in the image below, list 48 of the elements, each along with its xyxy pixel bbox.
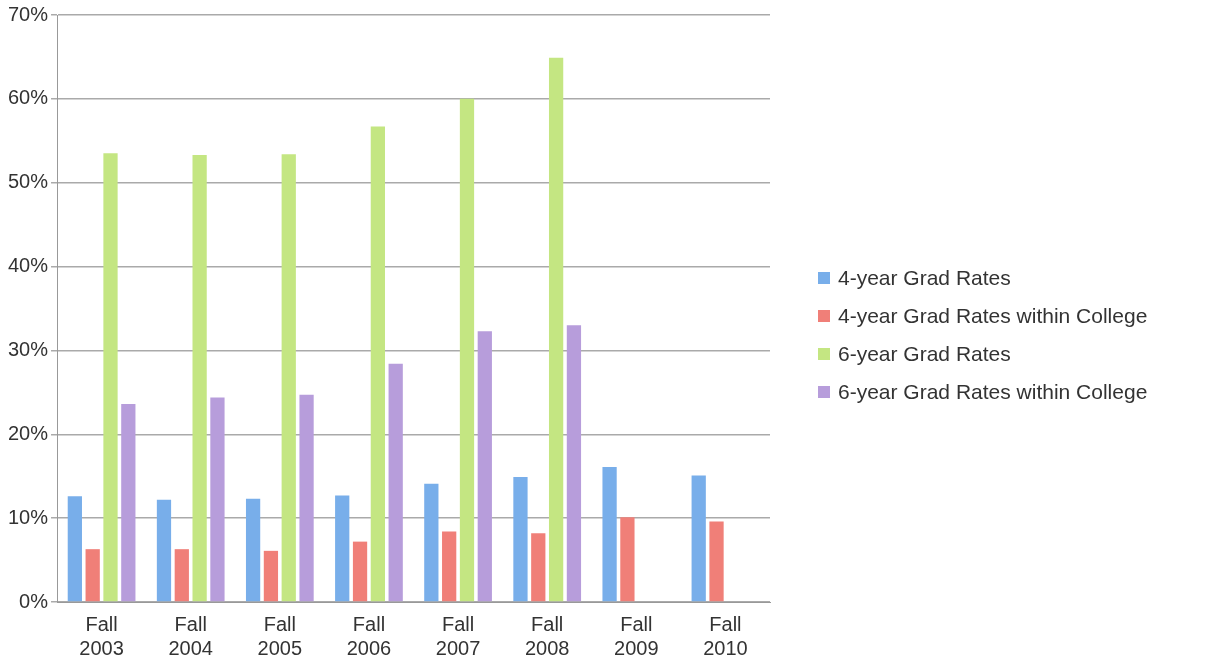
legend-label: 6-year Grad Rates within College (838, 379, 1148, 404)
x-tick-label: Fall 2008 (524, 612, 570, 659)
bar (459, 98, 475, 602)
bar (442, 531, 457, 602)
y-tick-label: 20% (8, 421, 49, 444)
bar (121, 404, 136, 602)
y-tick-label: 0% (19, 589, 49, 612)
bar (156, 499, 172, 602)
legend-label: 4-year Grad Rates (838, 265, 1011, 290)
bar (513, 477, 528, 602)
bar (548, 57, 564, 602)
x-tick-label: Fall 2010 (703, 612, 748, 659)
bar (424, 483, 439, 602)
bar (477, 331, 492, 602)
bar (352, 541, 368, 602)
y-tick-label: 70% (8, 2, 49, 25)
legend-label: 4-year Grad Rates within College (838, 303, 1148, 328)
bar (566, 325, 582, 602)
bar (370, 126, 385, 602)
bar (263, 550, 279, 602)
bar (531, 533, 546, 602)
y-tick-label: 10% (8, 505, 49, 528)
y-tick-label: 40% (8, 254, 49, 277)
bar (299, 394, 314, 602)
bar (67, 496, 82, 602)
x-tick-label: Fall 2003 (79, 612, 124, 659)
bar (620, 517, 635, 602)
x-tick-label: Fall 2007 (435, 612, 481, 659)
x-tick-label: Fall 2004 (168, 612, 213, 659)
bar (335, 495, 350, 602)
y-tick-label: 50% (8, 170, 49, 193)
bar (210, 397, 225, 602)
bar (85, 549, 100, 602)
x-tick-label: Fall 2009 (614, 612, 659, 659)
y-tick-label: 30% (8, 337, 49, 360)
bar (192, 155, 207, 602)
bar (245, 498, 261, 602)
bar (691, 475, 706, 602)
bar (174, 549, 189, 602)
bar (602, 466, 617, 602)
bar (281, 154, 296, 602)
bar (388, 363, 403, 602)
legend-label: 6-year Grad Rates (838, 341, 1011, 366)
y-tick-label: 60% (8, 86, 49, 109)
x-tick-label: Fall 2005 (257, 612, 303, 659)
x-tick-label: Fall 2006 (346, 612, 392, 659)
bar (709, 521, 724, 602)
bar (103, 153, 118, 602)
